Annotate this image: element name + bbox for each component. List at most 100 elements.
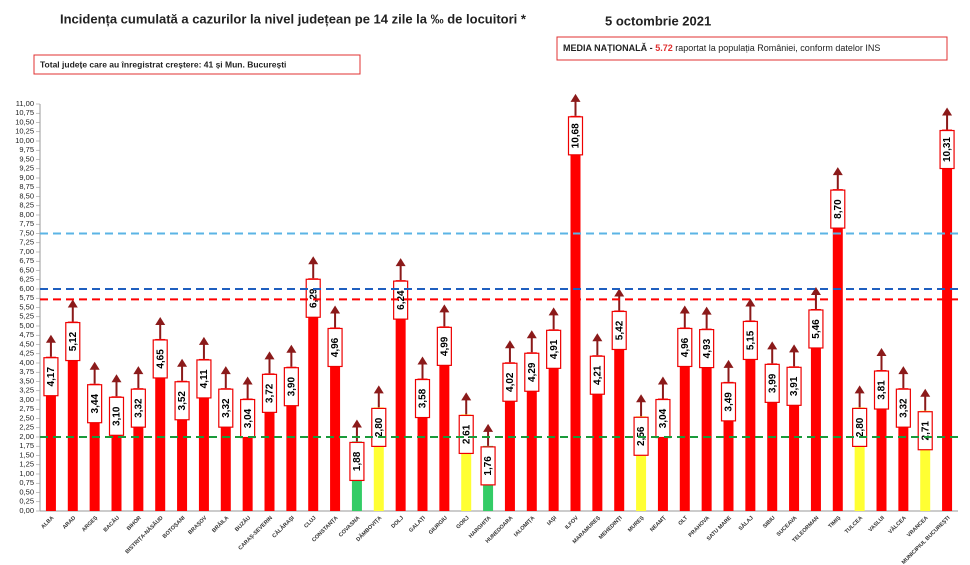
y-tick-label: 0,00 xyxy=(19,506,34,515)
bar xyxy=(242,398,253,511)
value-label: 3,32 xyxy=(895,388,911,428)
bar xyxy=(570,115,581,511)
average-desc: raportat la populația României, conform … xyxy=(675,43,880,53)
y-tick-label: 7,75 xyxy=(19,219,34,228)
value-label: 3,58 xyxy=(414,378,431,419)
value-label: 2,80 xyxy=(371,407,387,447)
y-tick-label: 4,00 xyxy=(19,358,34,367)
bar xyxy=(876,370,887,511)
increase-arrow-head xyxy=(67,299,78,308)
value-label-text: 2,80 xyxy=(374,417,385,437)
x-tick-label: GORJ xyxy=(455,515,470,530)
value-label-box xyxy=(611,310,627,351)
value-label: 4,11 xyxy=(196,359,212,399)
value-label-box xyxy=(87,384,103,424)
y-tick-label: 2,00 xyxy=(19,432,34,441)
value-label-text: 4,17 xyxy=(46,367,57,387)
bar xyxy=(67,321,78,511)
increase-arrow-head xyxy=(548,307,559,316)
y-tick-label: 11,00 xyxy=(16,99,34,108)
y-tick-label: 6,00 xyxy=(19,284,34,293)
bar xyxy=(111,396,122,511)
value-label-box xyxy=(261,373,278,413)
increase-arrow-head xyxy=(767,341,778,350)
value-label-box xyxy=(895,388,911,428)
y-tick-label: 2,50 xyxy=(19,413,34,422)
value-label: 3,04 xyxy=(240,398,256,439)
increase-arrow-head xyxy=(461,392,472,401)
x-tick-label: CLUJ xyxy=(303,515,317,529)
increase-arrow-head xyxy=(876,348,887,357)
y-tick-label: 9,50 xyxy=(19,154,34,163)
value-label: 3,44 xyxy=(87,384,103,424)
bar xyxy=(723,381,734,511)
y-tick-label: 5,50 xyxy=(19,302,34,311)
y-tick-label: 5,25 xyxy=(19,312,34,321)
value-label-text: 3,04 xyxy=(243,408,254,428)
value-label-box xyxy=(218,388,234,428)
increase-arrow-head xyxy=(351,419,362,428)
value-label: 4,96 xyxy=(677,327,693,368)
bar xyxy=(810,308,821,511)
bar xyxy=(657,398,668,511)
value-label-box xyxy=(349,441,365,482)
value-label-text: 3,90 xyxy=(286,377,297,397)
bar xyxy=(920,410,931,511)
value-label: 3,32 xyxy=(130,388,146,428)
bar xyxy=(373,407,384,511)
value-label: 8,70 xyxy=(830,189,846,229)
bar xyxy=(701,328,712,511)
average-value: 5.72 xyxy=(655,43,673,53)
value-label: 3,91 xyxy=(786,366,802,406)
value-label-box xyxy=(546,329,562,369)
value-label-text: 4,93 xyxy=(702,338,713,358)
y-tick-label: 9,75 xyxy=(19,145,34,154)
value-label-box xyxy=(502,362,518,402)
value-label-text: 3,99 xyxy=(767,373,778,393)
x-tick-label: MUREȘ xyxy=(627,515,646,534)
value-label-text: 1,76 xyxy=(483,456,494,476)
y-tick-label: 7,00 xyxy=(19,247,34,256)
value-label-text: 3,91 xyxy=(789,376,800,396)
x-tick-label: TULCEA xyxy=(844,515,864,535)
value-label-box xyxy=(764,363,780,403)
increase-arrow-head xyxy=(111,374,122,383)
increase-arrow-head xyxy=(133,366,144,375)
average-text: MEDIA NAȚIONALĂ - 5.72 raportat la popul… xyxy=(563,43,880,53)
increase-arrow-head xyxy=(854,385,865,394)
bar xyxy=(133,388,144,511)
value-label-box xyxy=(939,129,955,170)
value-label-text: 4,21 xyxy=(592,365,603,385)
value-label-box xyxy=(174,381,190,421)
value-label-text: 2,61 xyxy=(461,424,472,444)
x-tick-label: OLT xyxy=(677,515,689,527)
value-label-text: 3,04 xyxy=(658,408,669,428)
value-label-box xyxy=(786,366,802,406)
value-label: 4,96 xyxy=(327,327,343,368)
increase-note: Total județe care au înregistrat creșter… xyxy=(40,59,286,69)
increase-arrow-head xyxy=(679,305,690,314)
increase-arrow-head xyxy=(832,167,843,176)
value-label-text: 3,32 xyxy=(898,398,909,418)
increase-arrow-head xyxy=(242,376,253,385)
y-tick-label: 2,75 xyxy=(19,404,34,413)
value-label-text: 4,29 xyxy=(527,362,538,382)
increase-arrow-head xyxy=(373,385,384,394)
value-label: 3,52 xyxy=(174,381,190,421)
value-label: 4,17 xyxy=(43,357,59,397)
value-label-text: 4,96 xyxy=(330,337,341,357)
value-label-text: 6,29 xyxy=(308,288,319,308)
value-label-box xyxy=(655,398,671,439)
increase-arrow-head xyxy=(286,344,297,353)
value-label-text: 4,91 xyxy=(549,339,560,359)
value-label-box xyxy=(196,359,212,399)
x-tick-label: BIHOR xyxy=(126,515,143,532)
value-label-box xyxy=(65,321,81,362)
date: 5 octombrie 2021 xyxy=(605,13,711,28)
increase-arrow-head xyxy=(636,394,647,403)
x-tick-label: ALBA xyxy=(40,515,55,530)
value-label-box xyxy=(43,357,59,397)
bar xyxy=(461,414,472,511)
x-tick-label: BACĂU xyxy=(102,514,121,533)
